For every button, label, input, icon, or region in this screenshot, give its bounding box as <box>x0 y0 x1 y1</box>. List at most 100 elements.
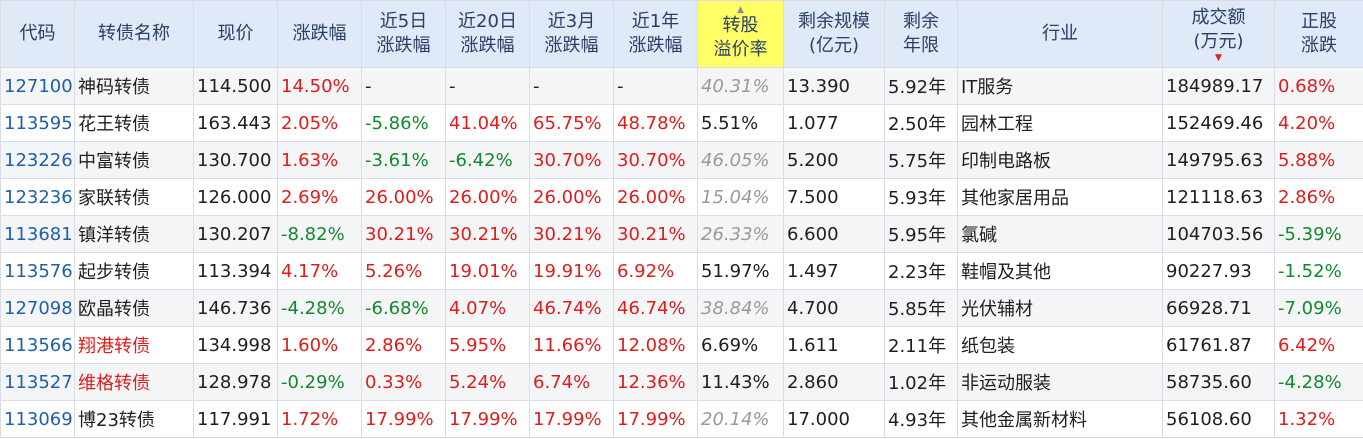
cell-code[interactable]: 113527 <box>0 363 75 401</box>
table-body: 127100 神码转债 114.500 14.50% - - - -40.31% 13.390 5… <box>0 67 1363 438</box>
column-header-name[interactable]: 转债名称 <box>74 0 194 68</box>
column-header-label: 剩余 <box>903 11 939 32</box>
cell-years: 2.50年 <box>884 104 958 142</box>
cell-chg5d: 0.33% <box>361 363 446 401</box>
cell-chg5d: - <box>361 67 446 105</box>
column-header-sublabel: (亿元) <box>808 35 860 56</box>
cell-stock_change: 0.68% <box>1274 67 1363 105</box>
cell-scale: 7.500 <box>783 178 885 216</box>
column-header-label: 正股 <box>1301 11 1337 32</box>
cell-name[interactable]: 翔港转债 <box>74 326 194 364</box>
cell-change: 2.69% <box>277 178 362 216</box>
cell-name[interactable]: 花王转债 <box>74 104 194 142</box>
sort-down-arrow-icon: ▼ <box>1215 53 1222 63</box>
cell-scale: 13.390 <box>783 67 885 105</box>
cell-name[interactable]: 博23转债 <box>74 400 194 438</box>
cell-name[interactable]: 起步转债 <box>74 252 194 290</box>
cell-code[interactable]: 113566 <box>0 326 75 364</box>
column-header-scale[interactable]: 剩余规模 (亿元) <box>783 0 885 68</box>
column-header-premium[interactable]: ▲ 转股 溢价率 <box>697 0 784 68</box>
cell-chg5d: -3.61% <box>361 141 446 179</box>
cell-industry: 光伏辅材 <box>957 289 1163 327</box>
cell-volume: 61761.87 <box>1162 326 1275 364</box>
cell-code[interactable]: 127100 <box>0 67 75 105</box>
table-row[interactable]: 113595 花王转债 163.443 2.05% -5.86% 41.04% 65.75%… <box>0 104 1363 142</box>
table-row[interactable]: 113576 起步转债 113.394 4.17% 5.26% 19.01% 19.91% 6… <box>0 252 1363 290</box>
cell-chg1y: 46.74% <box>613 289 698 327</box>
column-header-years[interactable]: 剩余 年限 <box>884 0 958 68</box>
cell-name[interactable]: 中富转债 <box>74 141 194 179</box>
column-header-sublabel: 涨跌 <box>1301 35 1337 56</box>
column-header-label: 近1年 <box>631 11 680 32</box>
cell-code[interactable]: 123236 <box>0 178 75 216</box>
cell-chg5d: 26.00% <box>361 178 446 216</box>
column-header-industry[interactable]: 行业 <box>957 0 1163 68</box>
cell-volume: 58735.60 <box>1162 363 1275 401</box>
column-header-chg5d[interactable]: 近5日 涨跌幅 <box>361 0 446 68</box>
column-header-price[interactable]: 现价 <box>193 0 278 68</box>
cell-scale: 1.497 <box>783 252 885 290</box>
column-header-chg3m[interactable]: 近3月涨跌幅 <box>529 0 614 68</box>
cell-industry: 印制电路板 <box>957 141 1163 179</box>
column-header-chg20d[interactable]: 近20日 涨跌幅 <box>445 0 530 68</box>
column-header-sublabel: 涨跌幅 <box>460 35 515 56</box>
cell-years: 5.75年 <box>884 141 958 179</box>
column-header-stock_change[interactable]: 正股 涨跌 <box>1274 0 1363 68</box>
table-row[interactable]: 113069 博23转债 117.991 1.72% 17.99% 17.99% 17.99… <box>0 400 1363 438</box>
cell-name[interactable]: 镇洋转债 <box>74 215 194 253</box>
column-header-sublabel: 涨跌幅 <box>544 35 599 56</box>
table-row[interactable]: 113527 维格转债 128.978 -0.29% 0.33% 5.24% 6.74% 12… <box>0 363 1363 401</box>
table-row[interactable]: 127098 欧晶转债 146.736 -4.28% -6.68% 4.07% 46.74%… <box>0 289 1363 327</box>
column-header-label: 行业 <box>1042 23 1078 44</box>
cell-price: 113.394 <box>193 252 278 290</box>
cell-change: -4.28% <box>277 289 362 327</box>
cell-name[interactable]: 家联转债 <box>74 178 194 216</box>
cell-chg3m: 30.21% <box>529 215 614 253</box>
column-header-sublabel: (万元) <box>1193 31 1244 52</box>
cell-years: 5.95年 <box>884 215 958 253</box>
table-row[interactable]: 123236 家联转债 126.000 2.69% 26.00% 26.00% 26.00%… <box>0 178 1363 216</box>
cell-change: -0.29% <box>277 363 362 401</box>
cell-chg1y: 30.70% <box>613 141 698 179</box>
column-header-label: 近3月 <box>547 11 596 32</box>
column-header-label: 现价 <box>217 23 254 44</box>
cell-price: 126.000 <box>193 178 278 216</box>
cell-scale: 4.700 <box>783 289 885 327</box>
column-header-sublabel: 涨跌幅 <box>628 35 683 56</box>
sort-up-arrow-icon: ▲ <box>737 5 744 15</box>
cell-premium: 26.33% <box>697 215 784 253</box>
cell-industry: 非运动服装 <box>957 363 1163 401</box>
column-header-label: 剩余规模 <box>798 11 870 32</box>
column-header-volume[interactable]: 成交额 (万元) ▼ <box>1162 0 1275 68</box>
cell-code[interactable]: 113069 <box>0 400 75 438</box>
cell-code[interactable]: 113576 <box>0 252 75 290</box>
cell-name[interactable]: 神码转债 <box>74 67 194 105</box>
cell-name[interactable]: 维格转债 <box>74 363 194 401</box>
table-row[interactable]: 113566 翔港转债 134.998 1.60% 2.86% 5.95% 11.66% 12… <box>0 326 1363 364</box>
column-header-sublabel: 年限 <box>903 35 939 56</box>
cell-code[interactable]: 113595 <box>0 104 75 142</box>
cell-price: 146.736 <box>193 289 278 327</box>
cell-scale: 1.077 <box>783 104 885 142</box>
cell-chg3m: 11.66% <box>529 326 614 364</box>
table-row[interactable]: 123226 中富转债 130.700 1.63% -3.61% -6.42% 30.70%… <box>0 141 1363 179</box>
cell-change: 1.60% <box>277 326 362 364</box>
cell-code[interactable]: 127098 <box>0 289 75 327</box>
cell-name[interactable]: 欧晶转债 <box>74 289 194 327</box>
cell-premium: 40.31% <box>697 67 784 105</box>
column-header-change[interactable]: 涨跌幅 <box>277 0 362 68</box>
table-row[interactable]: 113681 镇洋转债 130.207 -8.82% 30.21% 30.21% 30.21… <box>0 215 1363 253</box>
cell-code[interactable]: 113681 <box>0 215 75 253</box>
cell-code[interactable]: 123226 <box>0 141 75 179</box>
table-row[interactable]: 127100 神码转债 114.500 14.50% - - - -40.31% 13.390 5… <box>0 67 1363 105</box>
column-header-chg1y[interactable]: 近1年涨跌幅 <box>613 0 698 68</box>
cell-industry: 园林工程 <box>957 104 1163 142</box>
cell-scale: 6.600 <box>783 215 885 253</box>
cell-industry: 纸包装 <box>957 326 1163 364</box>
cell-change: 4.17% <box>277 252 362 290</box>
cell-scale: 1.611 <box>783 326 885 364</box>
cell-stock_change: 2.86% <box>1274 178 1363 216</box>
cell-volume: 184989.17 <box>1162 67 1275 105</box>
column-header-code[interactable]: 代码 <box>0 0 75 68</box>
